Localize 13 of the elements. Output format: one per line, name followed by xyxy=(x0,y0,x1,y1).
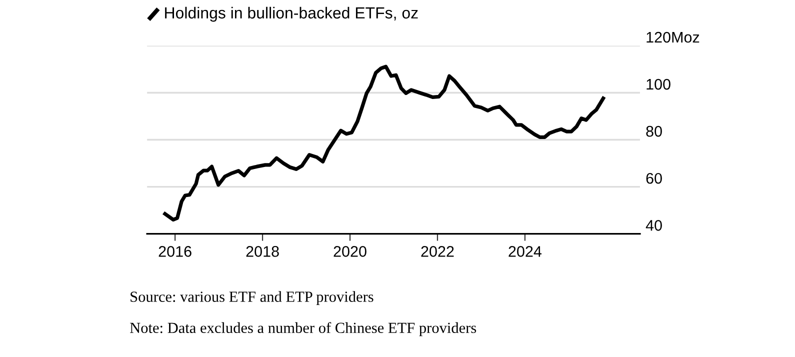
chart-title: Holdings in bullion-backed ETFs, oz xyxy=(165,6,418,22)
y-tick-label: 120Moz xyxy=(646,32,700,43)
source-note: Source: various ETF and ETP providers xyxy=(130,291,374,306)
y-tick-label: 100 xyxy=(646,78,670,90)
y-tick-label: 80 xyxy=(646,126,662,137)
x-tick-label: 2016 xyxy=(158,246,192,257)
y-tick-label: 60 xyxy=(646,172,662,184)
y-tick-label: 40 xyxy=(646,220,662,231)
x-tick-label: 2024 xyxy=(508,246,542,257)
x-tick-label: 2020 xyxy=(334,246,366,257)
text: Note: Data excludes a number of Chinese ETF providers xyxy=(130,322,476,336)
x-tick-label: 2022 xyxy=(421,246,454,257)
x-tick-label: 2018 xyxy=(246,246,279,257)
